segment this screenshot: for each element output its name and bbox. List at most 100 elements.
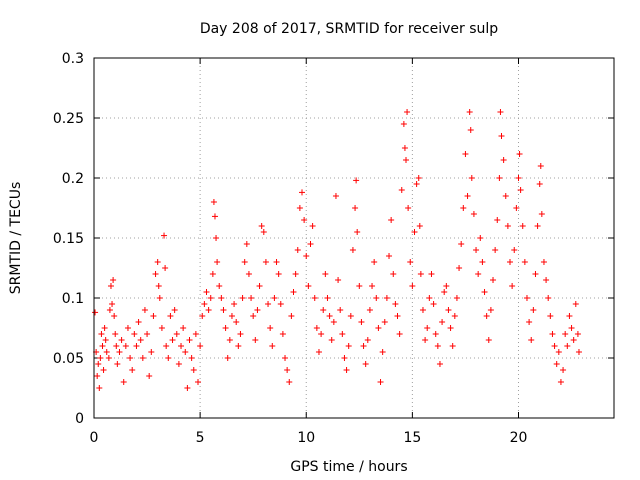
data-point <box>500 157 507 163</box>
data-point <box>267 325 274 331</box>
data-point <box>269 343 276 349</box>
data-point <box>575 349 582 355</box>
data-point <box>574 331 581 337</box>
data-point <box>449 343 456 349</box>
data-point <box>553 361 560 367</box>
x-tick-label: 0 <box>90 430 99 446</box>
x-tick-label: 15 <box>403 430 421 446</box>
data-point <box>492 247 499 253</box>
data-point <box>102 337 109 343</box>
data-point <box>294 247 301 253</box>
data-point <box>127 355 134 361</box>
data-point <box>262 259 269 265</box>
data-point <box>426 295 433 301</box>
data-point <box>362 361 369 367</box>
data-point <box>220 307 227 313</box>
data-point <box>543 277 550 283</box>
data-point <box>237 331 244 337</box>
data-point <box>566 313 573 319</box>
data-point <box>337 307 344 313</box>
data-point <box>477 235 484 241</box>
data-point <box>162 265 169 271</box>
data-point <box>555 349 562 355</box>
data-point <box>307 241 314 247</box>
data-point <box>286 379 293 385</box>
data-point <box>214 259 221 265</box>
data-point <box>133 343 140 349</box>
data-point <box>364 337 371 343</box>
data-point <box>301 217 308 223</box>
data-point <box>490 277 497 283</box>
data-point <box>282 355 289 361</box>
data-point <box>487 307 494 313</box>
data-point <box>252 337 259 343</box>
data-point <box>353 177 360 184</box>
data-point <box>416 223 423 229</box>
data-point <box>551 343 558 349</box>
data-point <box>516 151 523 157</box>
data-point <box>424 325 431 331</box>
data-point <box>201 301 208 307</box>
data-point <box>413 181 420 187</box>
data-point <box>360 343 367 349</box>
data-points <box>92 109 582 391</box>
data-point <box>101 325 108 331</box>
data-point <box>135 319 142 325</box>
data-point <box>110 277 117 283</box>
data-point <box>396 331 403 337</box>
data-point <box>347 313 354 319</box>
data-point <box>169 337 176 343</box>
data-point <box>131 331 138 337</box>
data-point <box>175 361 182 367</box>
data-point <box>343 367 350 373</box>
data-point <box>479 259 486 265</box>
data-point <box>235 343 242 349</box>
data-point <box>419 307 426 313</box>
data-point <box>258 223 265 229</box>
data-point <box>292 271 299 277</box>
data-point <box>228 313 235 319</box>
data-point <box>105 355 112 361</box>
data-point <box>394 313 401 319</box>
data-point <box>92 309 99 316</box>
data-point <box>165 355 172 361</box>
data-point <box>464 193 471 199</box>
data-point <box>171 307 178 313</box>
data-point <box>562 331 569 337</box>
data-point <box>190 367 197 373</box>
data-point <box>320 307 327 313</box>
data-point <box>99 343 106 349</box>
data-point <box>107 283 114 289</box>
data-point <box>405 205 412 211</box>
data-point <box>545 295 552 301</box>
data-point <box>113 343 120 349</box>
data-point <box>371 259 378 265</box>
data-point <box>557 379 564 385</box>
y-tick-label: 0.3 <box>62 51 84 67</box>
data-point <box>373 295 380 301</box>
data-point <box>341 355 348 361</box>
data-point <box>443 283 450 289</box>
data-point <box>509 283 516 289</box>
axis-ticks: 0 0.05 0.1 0.15 0.2 0.25 0.3 0 5 10 15 20 <box>53 51 614 446</box>
data-point <box>475 271 482 277</box>
data-point <box>451 313 458 319</box>
data-point <box>100 367 107 373</box>
data-point <box>570 337 577 343</box>
data-point <box>536 181 543 187</box>
data-point <box>460 205 467 211</box>
data-point <box>118 337 125 343</box>
data-point <box>155 283 162 289</box>
data-point <box>422 337 429 343</box>
data-point <box>158 325 165 331</box>
data-point <box>326 313 333 319</box>
data-point <box>111 313 118 319</box>
data-point <box>290 289 297 295</box>
data-point <box>407 259 414 265</box>
data-point <box>271 295 278 301</box>
data-point <box>530 307 537 313</box>
data-point <box>432 331 439 337</box>
data-point <box>315 349 322 355</box>
data-point <box>358 319 365 325</box>
data-point <box>148 349 155 355</box>
